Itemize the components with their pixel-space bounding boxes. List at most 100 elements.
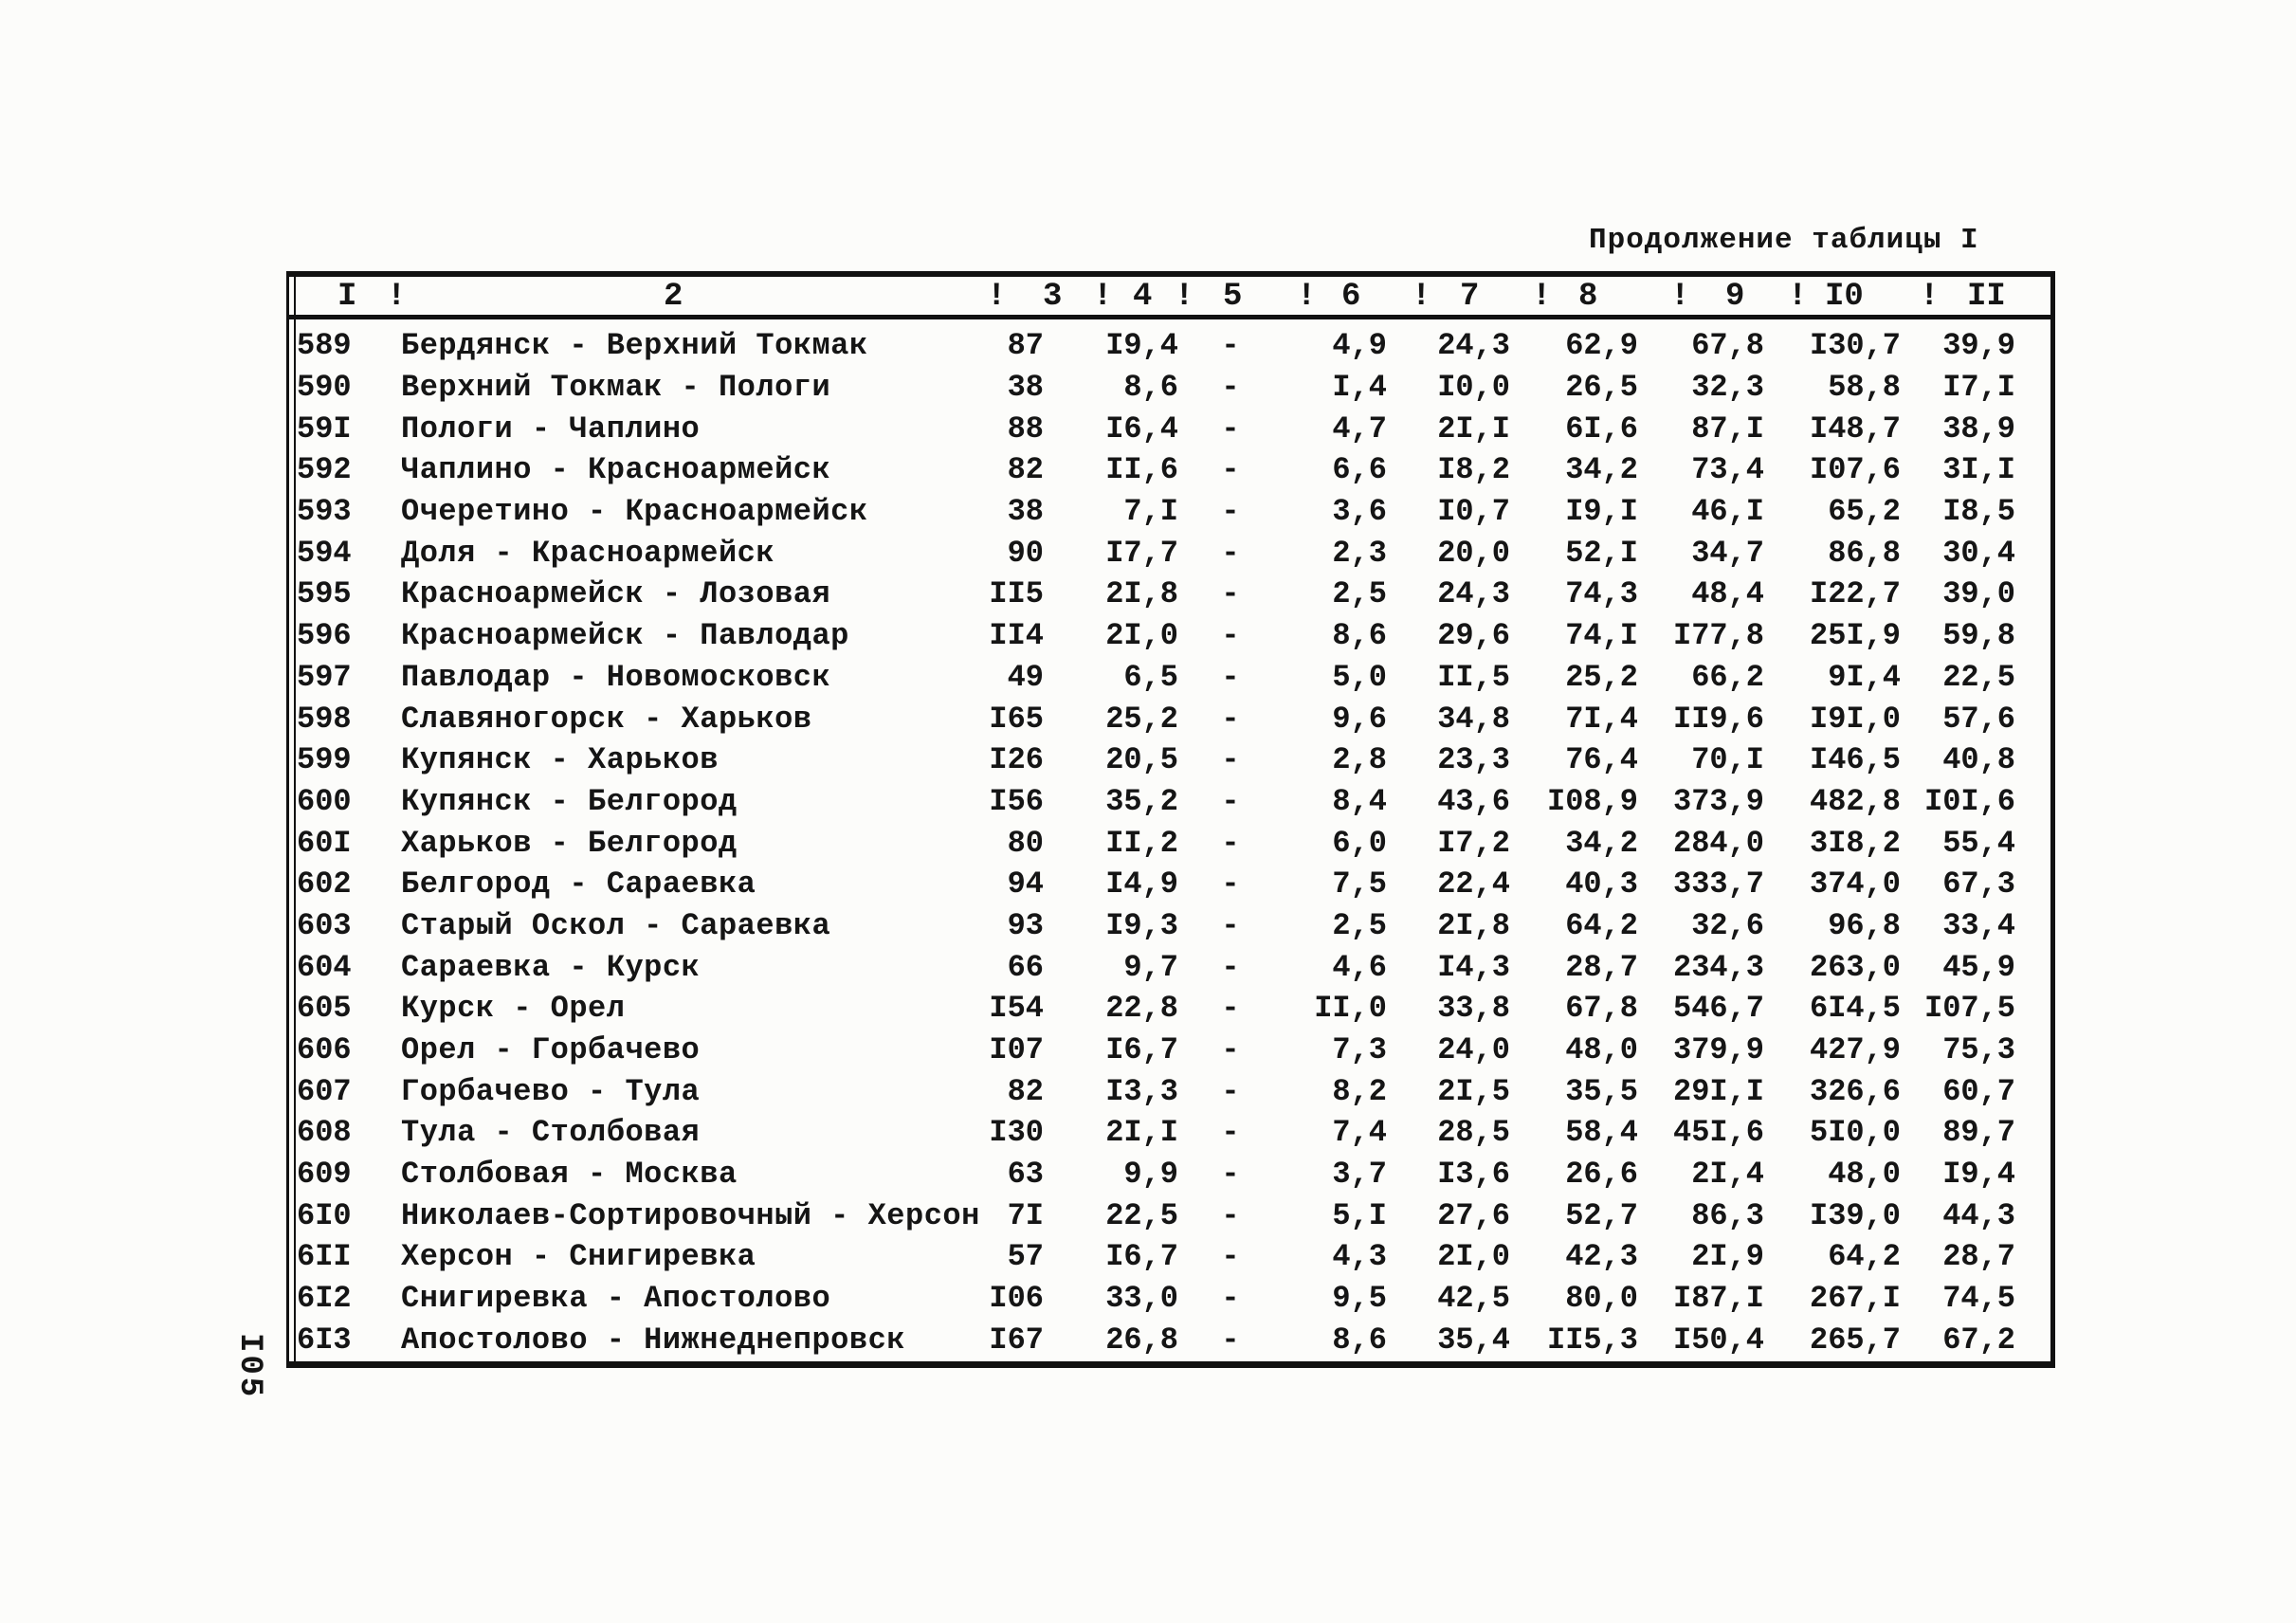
cell-col3: 7I xyxy=(1007,1197,1044,1233)
cell-col5: - xyxy=(1221,618,1240,654)
cell-col7: I0,0 xyxy=(1437,370,1510,406)
cell-col9: 46,I xyxy=(1691,494,1764,530)
cell-segment-name: Херсон - Снигиревка xyxy=(401,1239,756,1275)
cell-col8: 7I,4 xyxy=(1565,701,1638,737)
cell-col11: I07,5 xyxy=(1923,991,2015,1027)
table-row: 609 Столбовая - Москва 63 9,9 - 3,7 I3,6… xyxy=(289,1154,2050,1195)
cell-col4: I6,4 xyxy=(1105,410,1178,447)
cell-col10: 6I4,5 xyxy=(1809,991,1901,1027)
cell-col3: 38 xyxy=(1007,494,1044,530)
cell-col3: 87 xyxy=(1007,328,1044,364)
cell-col5: - xyxy=(1221,1322,1240,1358)
cell-col7: I7,2 xyxy=(1437,825,1510,861)
cell-row-id: 608 xyxy=(297,1115,352,1151)
cell-col9: II9,6 xyxy=(1672,701,1764,737)
cell-col8: I08,9 xyxy=(1546,783,1638,819)
cell-col10: I22,7 xyxy=(1809,576,1901,612)
cell-row-id: 594 xyxy=(297,535,352,571)
cell-segment-name: Славяногорск - Харьков xyxy=(401,701,812,737)
header-col-label: 4 xyxy=(1133,279,1153,315)
cell-col3: 82 xyxy=(1007,1073,1044,1109)
table-row: 604 Сараевка - Курск 66 9,7 - 4,6 I4,3 2… xyxy=(289,946,2050,988)
header-separator: ! xyxy=(1412,279,1431,315)
cell-col3: 80 xyxy=(1007,825,1044,861)
cell-segment-name: Красноармейск - Павлодар xyxy=(401,618,849,654)
table-row: 59I Пологи - Чаплино 88 I6,4 - 4,7 2I,I … xyxy=(289,408,2050,449)
cell-col10: 25I,9 xyxy=(1809,618,1901,654)
cell-col7: 28,5 xyxy=(1437,1115,1510,1151)
cell-col4: II,6 xyxy=(1105,452,1178,488)
cell-col10: I39,0 xyxy=(1809,1197,1901,1233)
cell-col3: 38 xyxy=(1007,370,1044,406)
cell-col5: - xyxy=(1221,1073,1240,1109)
cell-col9: 86,3 xyxy=(1691,1197,1764,1233)
table-row: 596 Красноармейск - Павлодар II4 2I,0 - … xyxy=(289,615,2050,657)
cell-segment-name: Купянск - Харьков xyxy=(401,742,719,778)
cell-col5: - xyxy=(1221,452,1240,488)
cell-col11: 59,8 xyxy=(1942,618,2015,654)
cell-col8: I9,I xyxy=(1565,494,1638,530)
cell-col6: 9,5 xyxy=(1332,1281,1387,1317)
cell-row-id: 600 xyxy=(297,783,352,819)
cell-col5: - xyxy=(1221,991,1240,1027)
cell-col8: 26,5 xyxy=(1565,370,1638,406)
cell-col7: 24,0 xyxy=(1437,1032,1510,1068)
table-row: 599 Купянск - Харьков I26 20,5 - 2,8 23,… xyxy=(289,739,2050,781)
cell-col7: 27,6 xyxy=(1437,1197,1510,1233)
cell-col7: 20,0 xyxy=(1437,535,1510,571)
cell-col11: 57,6 xyxy=(1942,701,2015,737)
cell-row-id: 599 xyxy=(297,742,352,778)
cell-col5: - xyxy=(1221,494,1240,530)
cell-segment-name: Пологи - Чаплино xyxy=(401,410,701,447)
cell-col4: 7,I xyxy=(1123,494,1178,530)
cell-col3: 90 xyxy=(1007,535,1044,571)
cell-col11: 39,0 xyxy=(1942,576,2015,612)
cell-col8: 42,3 xyxy=(1565,1239,1638,1275)
cell-col5: - xyxy=(1221,866,1240,903)
cell-col7: 43,6 xyxy=(1437,783,1510,819)
cell-col3: II4 xyxy=(989,618,1044,654)
cell-col4: I4,9 xyxy=(1105,866,1178,903)
table-row: 595 Красноармейск - Лозовая II5 2I,8 - 2… xyxy=(289,574,2050,615)
cell-col8: 52,7 xyxy=(1565,1197,1638,1233)
cell-row-id: 6II xyxy=(297,1239,352,1275)
table-header: I 2 3 4 5 6 7 8 9 I0 II!!!!!!!!!! xyxy=(289,277,2050,319)
cell-col11: 67,3 xyxy=(1942,866,2015,903)
cell-col6: 4,3 xyxy=(1332,1239,1387,1275)
cell-col8: 34,2 xyxy=(1565,825,1638,861)
cell-col3: 93 xyxy=(1007,907,1044,943)
data-table: I 2 3 4 5 6 7 8 9 I0 II!!!!!!!!!! 589 Бердянск - В… xyxy=(286,271,2055,1368)
cell-col8: 62,9 xyxy=(1565,328,1638,364)
header-separator: ! xyxy=(1788,279,1808,315)
page-title: Продолжение таблицы I xyxy=(1589,224,1979,257)
cell-segment-name: Очеретино - Красноармейск xyxy=(401,494,868,530)
cell-col8: 67,8 xyxy=(1565,991,1638,1027)
table-row: 598 Славяногорск - Харьков I65 25,2 - 9,… xyxy=(289,698,2050,739)
cell-col6: 2,5 xyxy=(1332,907,1387,943)
cell-col9: 373,9 xyxy=(1672,783,1764,819)
cell-col9: 66,2 xyxy=(1691,659,1764,695)
cell-col7: 2I,I xyxy=(1437,410,1510,447)
cell-row-id: 606 xyxy=(297,1032,352,1068)
cell-row-id: 597 xyxy=(297,659,352,695)
cell-col8: 35,5 xyxy=(1565,1073,1638,1109)
cell-col8: 34,2 xyxy=(1565,452,1638,488)
cell-col5: - xyxy=(1221,410,1240,447)
cell-col4: 6,5 xyxy=(1123,659,1178,695)
cell-col4: 9,9 xyxy=(1123,1157,1178,1193)
cell-row-id: 6I2 xyxy=(297,1281,352,1317)
cell-col7: 24,3 xyxy=(1437,328,1510,364)
header-col-label: 2 xyxy=(664,279,683,315)
table-row: 603 Старый Оскол - Сараевка 93 I9,3 - 2,… xyxy=(289,905,2050,947)
cell-segment-name: Николаев-Сортировочный - Херсон xyxy=(401,1197,980,1233)
cell-col11: 67,2 xyxy=(1942,1322,2015,1358)
cell-col6: 3,6 xyxy=(1332,494,1387,530)
cell-col7: 42,5 xyxy=(1437,1281,1510,1317)
header-col-label: I xyxy=(337,279,357,315)
cell-col11: 38,9 xyxy=(1942,410,2015,447)
cell-col8: 52,I xyxy=(1565,535,1638,571)
cell-col5: - xyxy=(1221,949,1240,985)
cell-col9: 34,7 xyxy=(1691,535,1764,571)
cell-segment-name: Столбовая - Москва xyxy=(401,1157,738,1193)
cell-col4: I9,4 xyxy=(1105,328,1178,364)
